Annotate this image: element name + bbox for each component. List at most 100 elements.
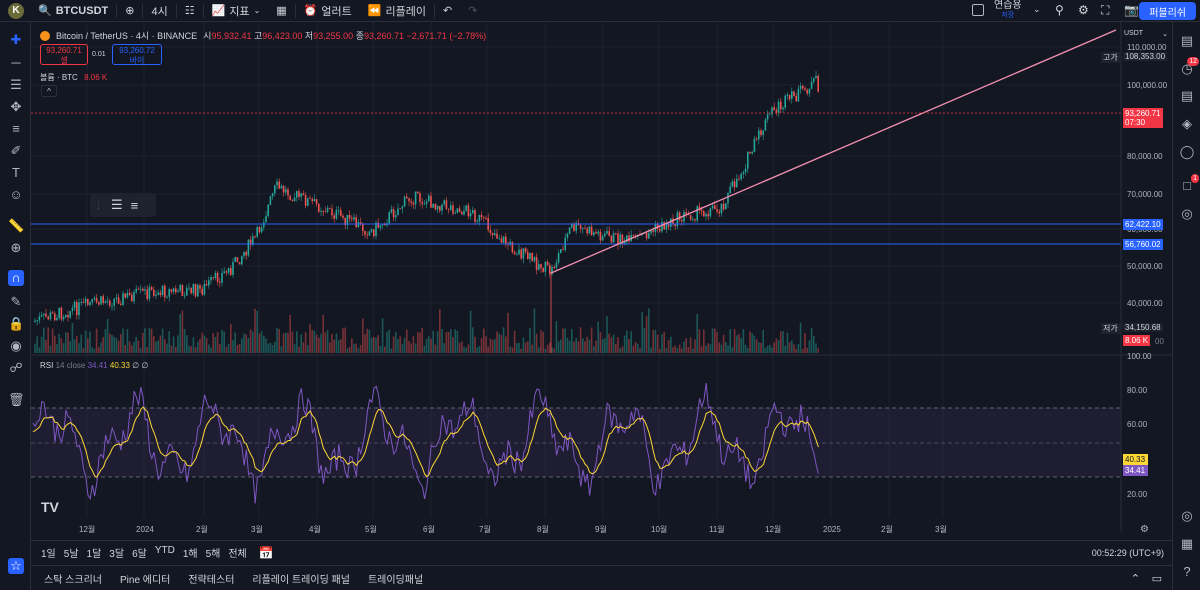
candle-body (430, 195, 432, 208)
bottom-tab[interactable]: 스탁 스크리너 (44, 574, 102, 586)
projection-icon[interactable]: ≡ (12, 121, 20, 136)
volume-bar (91, 347, 93, 353)
ruler-icon[interactable]: 📏 (8, 218, 25, 233)
ideas-bulb-icon[interactable]: ◯ (1179, 144, 1195, 159)
line-style-icon[interactable]: ≡ (130, 197, 139, 213)
layers-icon[interactable]: ◈ (1182, 116, 1192, 131)
lines-icon[interactable]: ☰ (111, 197, 123, 212)
volume-bar (298, 346, 300, 353)
zoom-in-icon[interactable]: ⊕ (10, 240, 22, 255)
trash-icon[interactable]: 🗑 (8, 392, 25, 407)
eye-icon[interactable]: ◉ (10, 338, 22, 353)
candle-body (344, 217, 346, 226)
link-icon[interactable]: ☍ (9, 360, 23, 375)
magnet-icon[interactable]: ∩ (8, 270, 24, 286)
brush-icon[interactable]: ✐ (10, 143, 22, 158)
collapse-legend-button[interactable]: ^ (41, 85, 57, 97)
volume-bar (304, 332, 307, 353)
favorites-star-icon[interactable]: ☆ (8, 558, 24, 574)
interval-button[interactable]: 4시 (151, 5, 168, 18)
rsi-axis[interactable]: 100.00 80.00 60.00 20.00 (1127, 352, 1152, 499)
lock-icon[interactable]: 🔒 (8, 316, 25, 331)
timeframe-button[interactable]: 1해 (182, 549, 198, 560)
timeframe-button[interactable]: 5날 (63, 549, 79, 560)
candle-body (648, 233, 650, 239)
alert-button[interactable]: ⏰ 얼러트 (296, 0, 360, 22)
publish-button[interactable]: 퍼블리쉬 (1139, 2, 1196, 20)
timeframe-button[interactable]: 1일 (41, 549, 56, 560)
volume-bar (483, 328, 485, 353)
news-icon[interactable]: ▤ (1180, 88, 1194, 103)
redo-button[interactable]: ↷ (460, 0, 485, 22)
watchlist-icon[interactable]: ▤ (1180, 33, 1194, 48)
fullscreen-icon[interactable]: ⛶ (1101, 3, 1110, 17)
pattern-icon[interactable]: ✥ (10, 99, 22, 114)
level-tag-lower[interactable]: 56,760.02 (1123, 239, 1163, 250)
price-chart[interactable]: 110,000.00 100,000.00 80,000.00 70,000.00 60… (31, 22, 1172, 542)
candle-body (817, 75, 819, 92)
user-avatar[interactable]: K (8, 2, 24, 19)
fullscreen-square-icon[interactable] (972, 4, 984, 16)
compare-symbol-button[interactable]: ⊕ (117, 0, 142, 22)
currency-selector[interactable]: USDT ⌄ (1124, 30, 1168, 38)
date-range-calendar-icon[interactable]: 📅 (258, 545, 274, 560)
layouts-button[interactable]: ▦ (268, 0, 294, 22)
maximize-icon[interactable]: ▭ (1151, 572, 1162, 585)
settings-gear-icon[interactable]: ⚙ (1078, 3, 1089, 17)
bottom-tab[interactable]: Pine 에디터 (119, 574, 171, 586)
chevron-up-icon[interactable]: ⌃ (1130, 572, 1140, 585)
timeframe-button[interactable]: 6달 (132, 549, 147, 560)
chat-icon[interactable]: □ 1 (1183, 174, 1199, 193)
axis-settings-icon[interactable]: ⚙ (1140, 524, 1149, 535)
volume-bar (263, 335, 265, 353)
trend-line-icon[interactable]: ─ (11, 55, 21, 70)
quick-search-icon[interactable]: ⚲ (1055, 3, 1064, 17)
candle-body (753, 138, 756, 152)
stay-drawing-icon[interactable]: ✎ (10, 294, 22, 309)
layout-name-button[interactable]: 연습용 저장 (994, 1, 1022, 21)
undo-button[interactable]: ↶ (435, 0, 460, 22)
drag-handle-icon[interactable]: ⋮ (94, 199, 103, 210)
indicators-button[interactable]: 📈 지표 ⌄ (204, 0, 269, 22)
timeframe-button[interactable]: 3달 (109, 549, 125, 560)
timeframe-button[interactable]: YTD (154, 545, 175, 556)
volume-bar (278, 328, 280, 353)
symbol-title[interactable]: Bitcoin / TetherUS · 4시 · BINANCE (56, 31, 198, 41)
alerts-clock-icon[interactable]: ◷ 12 (1181, 57, 1199, 76)
level-tag-upper[interactable]: 62,422.10 (1123, 219, 1163, 230)
timeframe-button[interactable]: 1달 (86, 549, 102, 560)
volume-bar (562, 328, 564, 353)
trend-line[interactable] (550, 29, 1117, 274)
timeframe-button[interactable]: 5해 (205, 549, 221, 560)
replay-button[interactable]: ⏪ 리플레이 (360, 0, 434, 22)
timeframe-button[interactable]: 전체 (228, 549, 247, 560)
bottom-tab[interactable]: 전략테스터 (188, 574, 235, 586)
volume-bar (201, 332, 203, 353)
rsi-label[interactable]: RSI (40, 361, 54, 370)
camera-icon[interactable]: 📷 (1124, 3, 1139, 17)
calendar-icon[interactable]: ▦ (1180, 536, 1194, 551)
emoji-icon[interactable]: ☺ (9, 187, 23, 202)
volume-bar (709, 344, 712, 353)
target-icon[interactable]: ◎ (1181, 508, 1193, 523)
help-icon[interactable]: ? (1183, 564, 1191, 579)
symbol-search[interactable]: 🔍 BTCUSDT (30, 0, 116, 22)
chevron-down-icon[interactable]: ⌄ (1033, 4, 1041, 14)
volume-bar (549, 342, 551, 353)
buy-button[interactable]: 93,260.72 바이 (112, 44, 162, 65)
bottom-tab[interactable]: 리플레이 트레이딩 패널 (252, 574, 350, 586)
bottom-tab[interactable]: 트레이딩패널 (367, 574, 424, 586)
time-axis[interactable]: 12월 2024 2월 3월 4월 5월 6월 7월 8월 9월 10월 11월 12월 2025 2월 3월 (79, 524, 947, 534)
crosshair-icon[interactable]: ✚ (10, 32, 22, 47)
floating-drawing-toolbar[interactable]: ⋮ ☰ ≡ (90, 193, 156, 217)
fib-icon[interactable]: ☰ (10, 77, 22, 92)
clock-timezone[interactable]: 00:52:29 (UTC+9) (1091, 547, 1164, 558)
sell-button[interactable]: 93,260.71 셀 (40, 44, 88, 65)
text-icon[interactable]: T (12, 165, 20, 180)
candle-body (764, 119, 767, 131)
price-axis[interactable]: 110,000.00100,000.0080,000.0070,000.0060… (1127, 43, 1168, 308)
volume-bar (95, 328, 98, 353)
chart-type-button[interactable]: ☷ (177, 0, 203, 22)
volume-bar (315, 334, 318, 353)
broadcast-icon[interactable]: ◎ (1181, 206, 1193, 221)
